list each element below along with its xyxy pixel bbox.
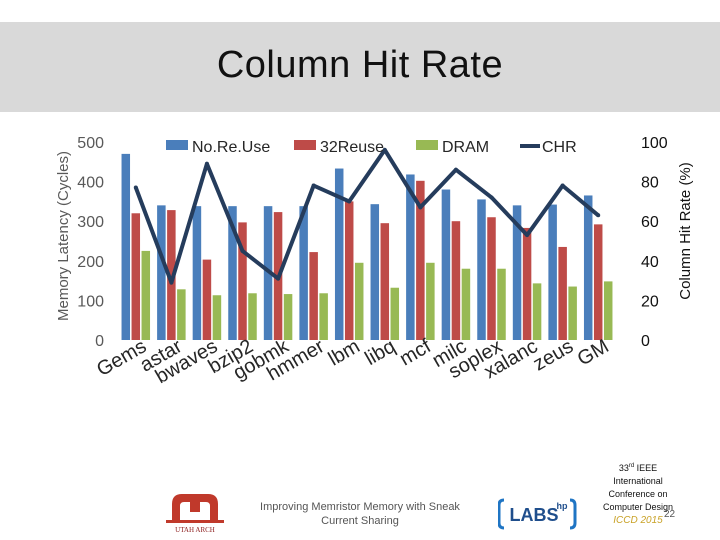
y2-tick-label: 40 bbox=[641, 254, 659, 271]
bar-32reuse-xalanc bbox=[522, 227, 532, 340]
legend-label-no-re-use: No.Re.Use bbox=[192, 139, 270, 156]
bar-no-re-use-astar bbox=[157, 205, 166, 340]
footer-caption: Improving Memristor Memory with Sneak Cu… bbox=[260, 501, 460, 527]
bar-no-re-use-milc bbox=[441, 189, 451, 340]
chr-point-lbm bbox=[347, 199, 352, 204]
y2-tick-label: 100 bbox=[641, 135, 668, 152]
bar-no-re-use-lbm bbox=[334, 168, 344, 340]
chr-point-zeus bbox=[560, 183, 565, 188]
chr-point-bzip2 bbox=[240, 248, 245, 253]
bar-dram-libq bbox=[390, 287, 400, 340]
bar-no-re-use-bwaves bbox=[192, 206, 202, 340]
bar-dram-hmmer bbox=[319, 293, 328, 340]
x-tick-label-libq: libq bbox=[361, 335, 399, 370]
hp-labs-logo-sup: hp bbox=[557, 501, 568, 511]
chr-point-milc bbox=[453, 167, 458, 172]
bar-dram-gems bbox=[141, 250, 151, 340]
chr-series-line bbox=[133, 147, 600, 285]
bar-32reuse-gems bbox=[131, 213, 141, 340]
x-tick-label-gm: GM bbox=[574, 335, 613, 370]
bar-32reuse-gm bbox=[593, 224, 603, 340]
y-tick-label: 200 bbox=[77, 254, 104, 271]
legend-swatch-32reuse bbox=[294, 140, 316, 150]
bar-no-re-use-gems bbox=[121, 153, 131, 340]
bar-dram-bzip2 bbox=[248, 293, 257, 340]
legend-label-chr: CHR bbox=[542, 139, 577, 156]
chr-point-bwaves bbox=[204, 161, 209, 166]
bar-dram-astar bbox=[177, 289, 186, 340]
y-axis-label: Memory Latency (Cycles) bbox=[55, 151, 72, 321]
bar-no-re-use-hmmer bbox=[299, 206, 308, 340]
chr-point-mcf bbox=[418, 205, 423, 210]
bar-dram-soplex bbox=[497, 268, 506, 340]
conference-line-3: Conference on bbox=[608, 489, 668, 499]
x-tick-label-lbm: lbm bbox=[325, 335, 364, 370]
legend-swatch-dram bbox=[416, 140, 438, 150]
bar-32reuse-astar bbox=[167, 210, 176, 340]
bar-dram-mcf bbox=[426, 262, 435, 340]
bar-no-re-use-xalanc bbox=[512, 205, 522, 340]
title-band bbox=[0, 22, 720, 112]
chr-point-gobmk bbox=[276, 276, 281, 281]
y2-axis-label: Column Hit Rate (%) bbox=[677, 162, 694, 300]
bar-32reuse-zeus bbox=[558, 246, 567, 340]
bar-no-re-use-gm bbox=[583, 195, 593, 340]
bar-32reuse-mcf bbox=[416, 180, 425, 340]
y2-tick-label: 20 bbox=[641, 293, 659, 310]
bar-dram-gobmk bbox=[283, 294, 293, 340]
bar-no-re-use-bzip2 bbox=[228, 206, 237, 340]
bar-32reuse-bwaves bbox=[202, 259, 212, 340]
conference-line-2: International bbox=[613, 476, 663, 486]
bar-32reuse-milc bbox=[451, 221, 461, 340]
bar-32reuse-libq bbox=[380, 223, 390, 340]
conference-label: 33rd IEEE International Conference on Co… bbox=[596, 460, 680, 527]
bar-dram-gm bbox=[603, 281, 613, 340]
bar-32reuse-bzip2 bbox=[238, 222, 247, 340]
y-tick-label: 500 bbox=[77, 135, 104, 152]
y2-tick-label: 60 bbox=[641, 214, 659, 231]
chr-point-gems bbox=[133, 185, 138, 190]
chr-point-astar bbox=[169, 280, 174, 285]
bar-no-re-use-mcf bbox=[406, 174, 415, 340]
y2-tick-label: 0 bbox=[641, 333, 650, 350]
bar-dram-lbm bbox=[354, 262, 364, 340]
conference-name: ICCD 2015 bbox=[613, 515, 663, 526]
bar-32reuse-hmmer bbox=[309, 252, 318, 340]
slide-number: 22 bbox=[664, 509, 676, 520]
chr-point-libq bbox=[382, 147, 387, 152]
chr-point-hmmer bbox=[311, 183, 316, 188]
bar-32reuse-soplex bbox=[487, 217, 496, 340]
legend-label-32reuse: 32Reuse bbox=[320, 139, 384, 156]
chr-point-gm bbox=[596, 213, 601, 218]
chr-point-soplex bbox=[489, 195, 494, 200]
bar-dram-xalanc bbox=[532, 283, 542, 340]
bar-dram-bwaves bbox=[212, 295, 222, 340]
legend-label-dram: DRAM bbox=[442, 139, 489, 156]
conference-line-4: Computer Design bbox=[602, 502, 674, 512]
chr-point-xalanc bbox=[525, 233, 530, 238]
slide-title: Column Hit Rate bbox=[216, 44, 504, 86]
legend-swatch-no-re-use bbox=[166, 140, 188, 150]
y-tick-label: 100 bbox=[77, 293, 104, 310]
y2-tick-label: 80 bbox=[641, 175, 659, 192]
bar-no-re-use-libq bbox=[370, 204, 380, 340]
bar-no-re-use-soplex bbox=[477, 199, 486, 340]
y-tick-label: 300 bbox=[77, 214, 104, 231]
hp-labs-logo-text: LABS bbox=[510, 505, 559, 525]
bar-dram-zeus bbox=[568, 286, 577, 340]
hp-labs-logo-icon: LABS hp bbox=[498, 498, 577, 530]
x-tick-label-zeus: zeus bbox=[530, 335, 578, 375]
y-tick-label: 0 bbox=[95, 333, 104, 350]
y-tick-label: 400 bbox=[77, 175, 104, 192]
conference-ordinal-suffix: rd bbox=[628, 463, 635, 469]
bar-no-re-use-zeus bbox=[548, 204, 557, 340]
conference-ieee: IEEE bbox=[634, 463, 658, 473]
bar-32reuse-lbm bbox=[344, 201, 354, 340]
conference-ordinal: 33 bbox=[618, 463, 629, 473]
utah-arch-logo-icon: UTAH ARCH bbox=[166, 494, 224, 534]
utah-arch-logo-text: UTAH ARCH bbox=[175, 526, 215, 534]
bar-dram-milc bbox=[461, 268, 471, 340]
